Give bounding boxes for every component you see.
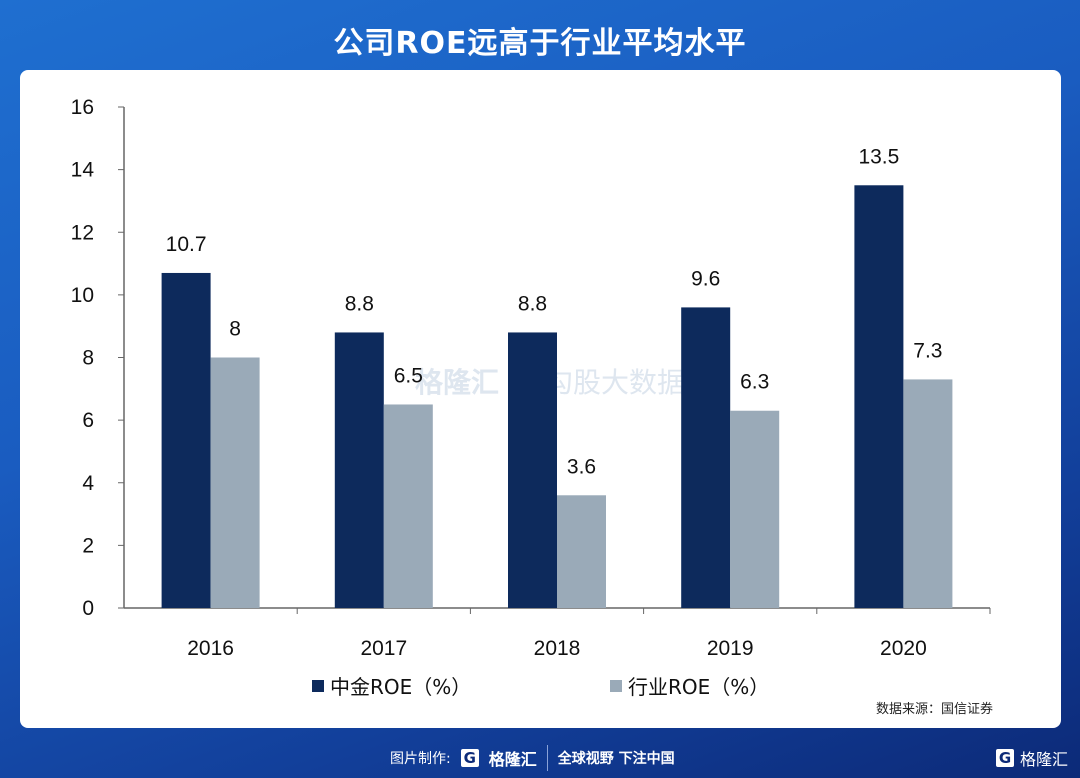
y-tick-label: 2 (82, 534, 94, 557)
watermark-text: 勾股大数据 (545, 366, 685, 399)
bar-industry (730, 410, 780, 608)
legend-label: 行业ROE（%） (628, 675, 769, 699)
footer: 图片制作: G 格隆汇 全球视野 下注中国 (390, 745, 675, 771)
bar-company (854, 185, 904, 608)
y-tick-label: 10 (71, 284, 94, 307)
gelonghui-logo-icon: G (460, 749, 479, 767)
x-tick-label: 2018 (534, 637, 581, 660)
bar-industry (903, 379, 953, 608)
bar-company (334, 332, 384, 608)
data-label: 6.3 (740, 371, 769, 394)
data-label: 13.5 (858, 145, 899, 168)
data-label: 3.6 (567, 455, 596, 478)
data-label: 7.3 (913, 339, 942, 362)
data-label: 9.6 (691, 267, 720, 290)
legend-swatch (312, 680, 324, 692)
x-tick-label: 2020 (880, 637, 927, 660)
page-title: 公司ROE远高于行业平均水平 (333, 26, 747, 61)
legend-swatch (610, 680, 622, 692)
footer-slogan: 全球视野 下注中国 (557, 751, 675, 767)
corner-brand: 格隆汇 (1019, 750, 1068, 769)
bar-industry (383, 404, 433, 608)
bar-company (681, 307, 731, 608)
data-label: 8.8 (345, 292, 374, 315)
x-tick-label: 2016 (187, 637, 234, 660)
bar-company (161, 272, 211, 608)
y-tick-label: 8 (82, 347, 94, 370)
y-tick-label: 0 (82, 597, 94, 620)
bar-company (508, 332, 557, 608)
made-by-label: 图片制作: (390, 751, 451, 767)
legend-label: 中金ROE（%） (330, 675, 471, 699)
data-label: 8 (229, 318, 241, 341)
chart-card: 格隆汇 勾股大数据 0 2 4 6 8 10 12 14 16 2016 10.7 8 2017 8.8 6.5… (20, 70, 1061, 728)
x-tick-label: 2019 (707, 637, 754, 660)
source-note: 数据来源：国信证券 (876, 701, 993, 717)
y-tick-label: 14 (71, 159, 95, 182)
y-tick-label: 16 (71, 96, 94, 119)
watermark-text: 格隆汇 (415, 366, 499, 399)
y-tick-label: 6 (82, 409, 94, 432)
footer-brand: 格隆汇 (488, 750, 537, 769)
bar-chart: 格隆汇 勾股大数据 0 2 4 6 8 10 12 14 16 2016 10.7 8 2017 8.8 6.5… (71, 96, 993, 717)
footer-divider (546, 745, 548, 771)
y-tick-label: 4 (82, 472, 94, 495)
corner-logo: G 格隆汇 (995, 746, 1068, 770)
data-label: 8.8 (518, 292, 547, 315)
data-label: 6.5 (394, 364, 423, 387)
bar-industry (210, 357, 260, 608)
gelonghui-logo-icon: G (995, 749, 1014, 767)
y-tick-label: 12 (71, 221, 94, 244)
x-tick-label: 2017 (360, 637, 407, 660)
data-label: 10.7 (166, 233, 207, 256)
bar-industry (557, 495, 606, 608)
